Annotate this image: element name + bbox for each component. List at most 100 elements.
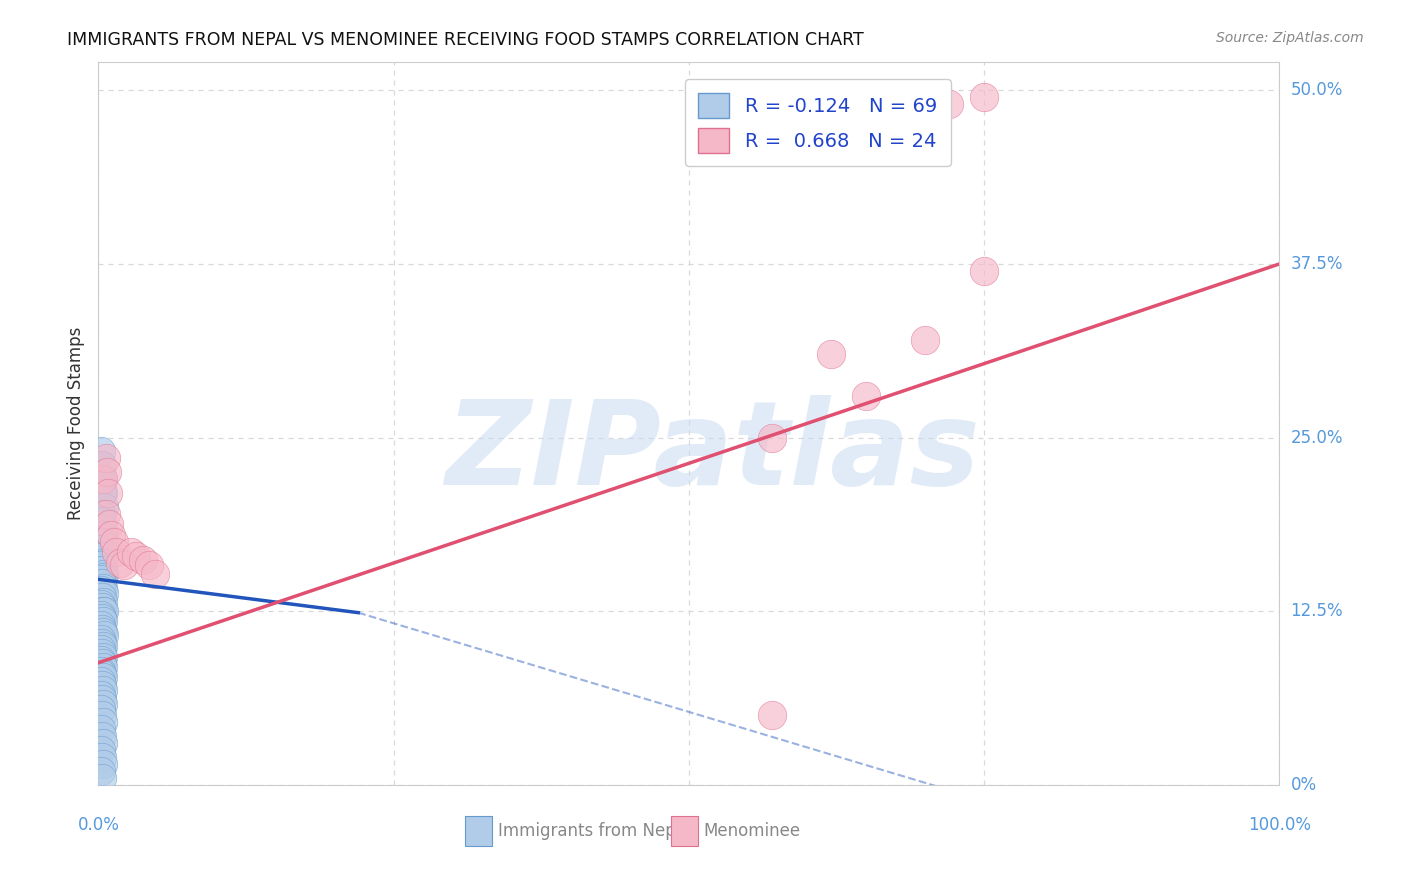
Point [91,757,114,772]
Point [100,528,122,542]
Point [855,389,877,403]
Point [90,701,112,715]
Point [90,664,112,678]
Point [91,698,114,712]
Bar [671,816,699,847]
Point [91,458,114,473]
Text: Immigrants from Nepal: Immigrants from Nepal [498,822,690,840]
Point [98,516,121,531]
Point [90,528,112,542]
Point [90,444,112,458]
Point [96,466,118,480]
Point [91,514,114,528]
Point [90,764,112,778]
Point [108,556,131,570]
Point [91,556,114,570]
Y-axis label: Receiving Food Stamps: Receiving Food Stamps [66,327,84,520]
Point [91,549,114,563]
Point [91,771,114,785]
Point [132,553,155,567]
Point [103,534,125,549]
Text: IMMIGRANTS FROM NEPAL VS MENOMINEE RECEIVING FOOD STAMPS CORRELATION CHART: IMMIGRANTS FROM NEPAL VS MENOMINEE RECEI… [67,31,865,49]
Point [105,544,128,558]
Point [121,544,143,558]
Point [90,743,112,757]
Point [91,715,114,730]
Point [90,641,112,656]
Point [91,594,114,608]
Point [91,614,114,628]
Point [90,723,112,737]
Point [90,688,112,702]
Text: ZIPatlas: ZIPatlas [446,395,980,510]
Point [125,549,148,563]
Point [93,528,115,542]
Point [91,639,114,653]
Point [91,669,114,683]
Point [91,472,114,486]
Text: 12.5%: 12.5% [1291,602,1343,620]
Point [761,431,783,445]
Point [94,451,117,466]
Point [91,472,114,486]
Text: Source: ZipAtlas.com: Source: ZipAtlas.com [1216,31,1364,45]
Point [90,572,112,586]
Text: Menominee: Menominee [703,822,800,840]
Text: 50.0%: 50.0% [1291,81,1343,99]
Point [91,656,114,670]
Point [91,486,114,500]
Bar [464,816,492,847]
Point [91,666,114,681]
Point [820,347,842,361]
Point [91,660,114,674]
Point [91,591,114,605]
Point [91,750,114,764]
Point [91,534,114,549]
Point [91,486,114,500]
Point [91,563,114,577]
Legend: R = -0.124   N = 69, R =  0.668   N = 24: R = -0.124 N = 69, R = 0.668 N = 24 [685,79,950,166]
Point [93,566,115,581]
Point [973,264,995,278]
Point [91,708,114,723]
Point [90,653,112,667]
Point [91,625,114,640]
Point [90,632,112,646]
Point [91,534,114,549]
Point [91,729,114,743]
Point [143,566,166,581]
Text: 0%: 0% [1291,776,1316,794]
Point [90,598,112,612]
Point [93,604,115,618]
Text: 0.0%: 0.0% [77,815,120,833]
Point [91,521,114,535]
Point [90,608,112,623]
Point [138,558,160,573]
Point [938,97,960,112]
Point [94,507,117,521]
Point [91,691,114,706]
Point [91,636,114,650]
Point [91,600,114,615]
Point [91,611,114,625]
Point [914,334,936,348]
Point [91,736,114,750]
Point [91,683,114,698]
Point [112,558,135,573]
Point [90,618,112,632]
Point [91,576,114,591]
Point [91,678,114,692]
Point [91,623,114,637]
Point [91,569,114,583]
Point [973,90,995,104]
Point [90,507,112,521]
Point [90,558,112,573]
Point [761,708,783,723]
Point [91,646,114,660]
Point [90,583,112,598]
Point [93,549,115,563]
Point [91,581,114,595]
Point [90,541,112,556]
Point [91,604,114,618]
Point [93,628,115,642]
